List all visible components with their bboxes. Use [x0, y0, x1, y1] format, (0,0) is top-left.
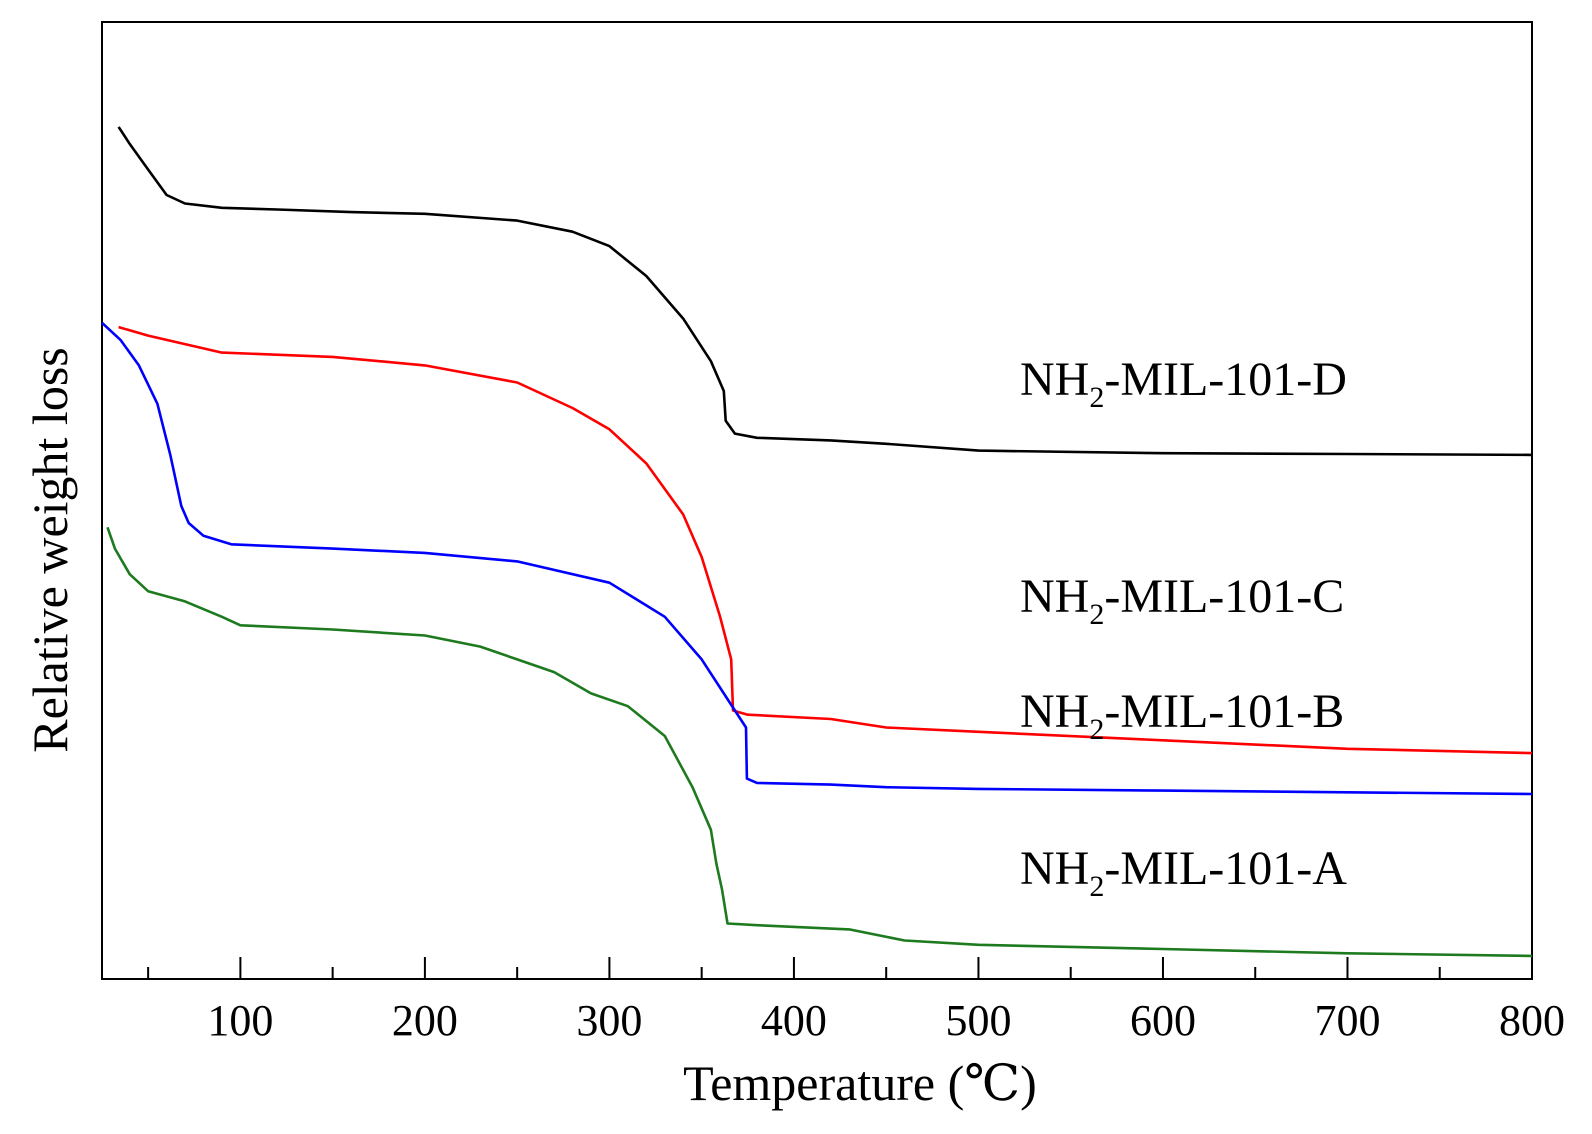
series-label-rest: -MIL-101-B — [1104, 685, 1344, 738]
series-label: NH2-MIL-101-C — [1020, 570, 1344, 631]
series-label-subscript: 2 — [1089, 598, 1104, 631]
x-tick-label: 200 — [392, 996, 458, 1045]
series-line — [118, 325, 1533, 755]
series-label-main: NH — [1020, 353, 1089, 406]
x-tick-label: 300 — [576, 996, 642, 1045]
series-label-subscript: 2 — [1089, 713, 1104, 746]
series-lines — [101, 126, 1533, 958]
series-label-main: NH — [1020, 842, 1089, 895]
series-label-rest: -MIL-101-D — [1104, 353, 1347, 406]
series-label-subscript: 2 — [1089, 381, 1104, 414]
x-axis-ticks — [147, 957, 1533, 979]
plot-frame — [101, 21, 1533, 980]
x-axis-tick-labels: 100 200 300 400 500 600 700 800 — [207, 996, 1565, 1045]
x-tick-label: 100 — [207, 996, 273, 1045]
series-label-main: NH — [1020, 570, 1089, 623]
x-tick-label: 800 — [1499, 996, 1565, 1045]
series-line — [101, 321, 1533, 796]
series-label-rest: -MIL-101-C — [1104, 570, 1344, 623]
y-axis-title: Relative weight loss — [22, 347, 78, 753]
series-label-subscript: 2 — [1089, 870, 1104, 903]
x-tick-label: 600 — [1130, 996, 1196, 1045]
series-label: NH2-MIL-101-A — [1020, 842, 1347, 903]
x-axis-title: Temperature (℃) — [683, 1055, 1037, 1111]
series-label-rest: -MIL-101-A — [1104, 842, 1347, 895]
series-label-main: NH — [1020, 685, 1089, 738]
series-label: NH2-MIL-101-D — [1020, 353, 1347, 414]
series-label: NH2-MIL-101-B — [1020, 685, 1344, 746]
x-tick-label: 400 — [761, 996, 827, 1045]
x-tick-label: 500 — [945, 996, 1011, 1045]
series-line — [106, 526, 1533, 958]
series-line — [117, 126, 1533, 457]
x-tick-label: 700 — [1314, 996, 1380, 1045]
series-labels: NH2-MIL-101-DNH2-MIL-101-CNH2-MIL-101-BN… — [1020, 353, 1347, 903]
